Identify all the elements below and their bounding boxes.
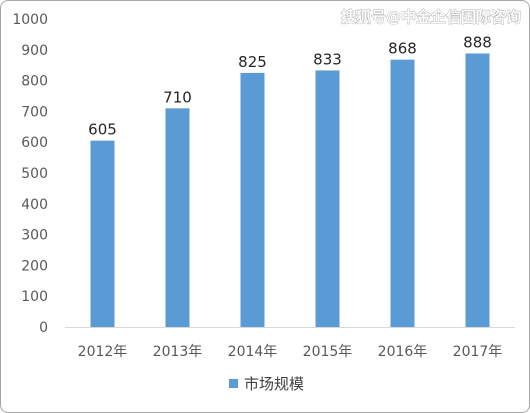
data-label: 605 [88,121,117,139]
y-tick-label: 600 [21,135,48,151]
x-tick-label: 2017年 [453,344,503,360]
bars [90,53,490,328]
data-label: 833 [313,50,342,68]
x-tick-label: 2014年 [228,344,278,360]
bar [315,70,340,327]
x-tick-label: 2016年 [378,344,428,360]
bar [465,53,490,327]
bar [90,140,115,327]
x-tick-label: 2013年 [153,344,203,360]
y-tick-label: 500 [21,166,48,182]
y-tick-label: 300 [21,228,48,244]
y-tick-label: 800 [21,74,48,90]
y-tick-label: 0 [39,320,48,336]
y-tick-label: 200 [21,258,48,274]
bar [390,59,415,327]
legend-swatch [229,379,238,388]
watermark: 搜狐号@中金企信国际咨询 [341,8,521,26]
legend-label: 市场规模 [244,375,304,393]
data-label: 710 [163,88,192,106]
y-tick-label: 400 [21,197,48,213]
bar [165,108,190,327]
y-axis-ticks: 0 100 200 300 400 500 600 700 800 900 1000 [12,12,48,336]
data-label: 888 [463,33,492,51]
y-tick-label: 900 [21,43,48,59]
y-tick-label: 700 [21,104,48,120]
bar [240,72,265,328]
legend: 市场规模 [229,375,304,393]
x-tick-label: 2012年 [78,344,128,360]
y-tick-label: 1000 [12,12,48,28]
data-label: 825 [238,53,267,71]
x-axis-ticks: 2012年 2013年 2014年 2015年 2016年 2017年 [78,344,503,360]
y-tick-label: 100 [21,289,48,305]
data-label: 868 [388,40,417,58]
x-tick-label: 2015年 [303,344,353,360]
data-labels: 605 710 825 833 868 888 [88,33,492,138]
